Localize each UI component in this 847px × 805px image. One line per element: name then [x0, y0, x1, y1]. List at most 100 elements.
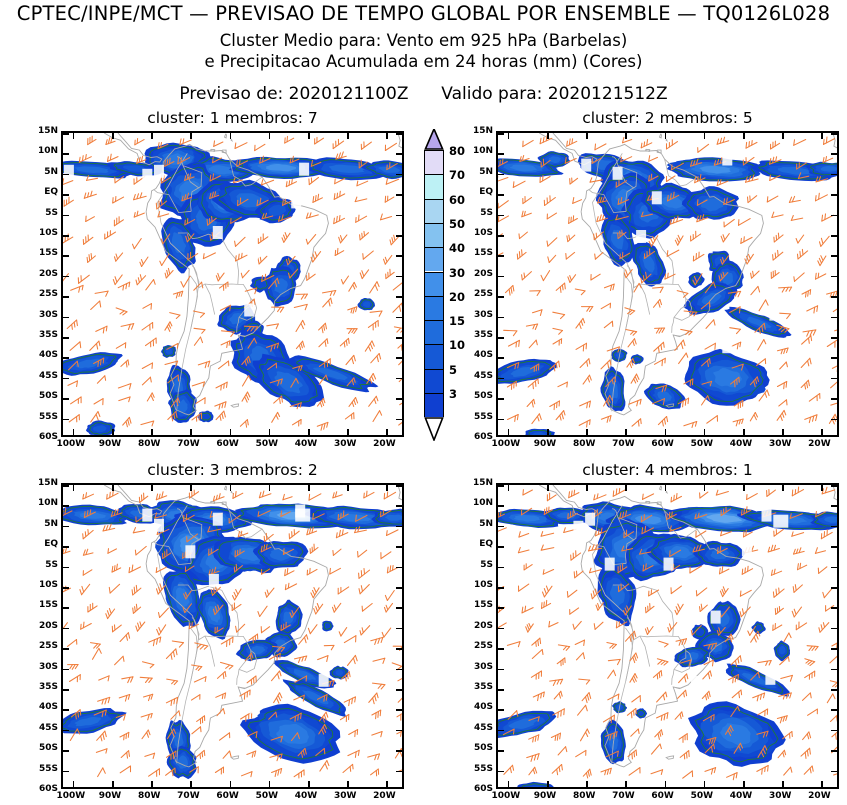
x-axis-label: 60W — [216, 791, 238, 801]
plot-area: 55555555 — [498, 133, 837, 435]
plot-area: 55520555555 — [63, 485, 402, 787]
y-tick — [63, 398, 69, 400]
x-tick — [190, 429, 192, 435]
forecast-map-panel-cluster-1[interactable]: 55555555 — [61, 131, 404, 437]
x-tick — [347, 429, 349, 435]
y-tick — [498, 378, 504, 380]
y-tick — [498, 771, 504, 773]
x-axis-label: 50W — [691, 791, 713, 801]
y-tick — [396, 337, 402, 339]
y-tick — [396, 546, 402, 548]
y-axis-label: 5N — [479, 167, 493, 177]
forecast-valid-time: Valido para: 2020121512Z — [441, 84, 667, 104]
x-axis-label: 20W — [373, 439, 395, 449]
x-axis-label: 90W — [534, 439, 556, 449]
colorbar-tick-label: 40 — [449, 241, 465, 255]
svg-text:5: 5 — [297, 485, 304, 488]
svg-text:5: 5 — [211, 485, 218, 488]
colorbar-tick-label: 5 — [449, 363, 457, 377]
y-tick — [63, 587, 69, 589]
y-tick — [63, 526, 69, 528]
y-tick — [63, 174, 69, 176]
y-tick — [396, 730, 402, 732]
forecast-map-panel-cluster-2[interactable]: 55555555 — [496, 131, 839, 437]
panel-title-cluster-3: cluster: 3 membros: 2 — [61, 461, 404, 479]
x-tick — [625, 133, 627, 139]
y-tick — [831, 215, 837, 217]
y-tick — [63, 567, 69, 569]
y-tick — [498, 276, 504, 278]
x-axis-label: 100W — [491, 439, 520, 449]
y-tick — [498, 587, 504, 589]
x-axis-label: 100W — [56, 439, 85, 449]
y-tick — [396, 276, 402, 278]
y-axis-label: EQ — [44, 539, 58, 549]
x-tick — [386, 485, 388, 491]
x-tick — [704, 485, 706, 491]
y-axis-label: 25S — [474, 641, 493, 651]
y-tick — [831, 337, 837, 339]
y-tick — [63, 628, 69, 630]
x-tick — [151, 781, 153, 787]
y-axis-label: 5N — [44, 167, 58, 177]
forecast-map-panel-cluster-4[interactable]: 55205555555 — [496, 483, 839, 789]
svg-text:5: 5 — [704, 133, 711, 136]
x-tick — [230, 133, 232, 139]
x-tick — [625, 485, 627, 491]
y-axis-label: 35S — [39, 330, 58, 340]
x-tick — [112, 781, 114, 787]
colorbar-tick-label: 50 — [449, 217, 465, 231]
x-tick — [73, 781, 75, 787]
panel-title-cluster-1: cluster: 1 membros: 7 — [61, 109, 404, 127]
y-axis-label: 15N — [38, 126, 58, 136]
y-tick — [498, 235, 504, 237]
x-tick — [586, 133, 588, 139]
x-axis-label: 70W — [612, 439, 634, 449]
y-tick — [498, 750, 504, 752]
y-axis-label: 5S — [45, 208, 58, 218]
y-tick — [396, 153, 402, 155]
x-tick — [151, 429, 153, 435]
svg-text:5: 5 — [665, 485, 672, 488]
subtitle-line-2: e Precipitacao Acumulada em 24 horas (mm… — [0, 52, 847, 71]
svg-text:5: 5 — [638, 133, 645, 136]
y-axis-label: 10N — [38, 498, 58, 508]
x-tick — [386, 781, 388, 787]
y-axis-label: 15N — [473, 126, 493, 136]
y-axis-label: 10S — [39, 228, 58, 238]
x-tick — [665, 485, 667, 491]
y-tick — [63, 607, 69, 609]
y-axis-label: 35S — [474, 682, 493, 692]
y-tick — [63, 255, 69, 257]
y-tick — [831, 567, 837, 569]
y-tick — [396, 505, 402, 507]
x-tick — [308, 429, 310, 435]
y-axis-label: 45S — [39, 371, 58, 381]
x-tick — [665, 429, 667, 435]
y-axis-label: 10N — [38, 146, 58, 156]
x-axis-label: 50W — [256, 791, 278, 801]
forecast-map-panel-cluster-3[interactable]: 55520555555 — [61, 483, 404, 789]
y-tick — [831, 398, 837, 400]
panel-title-cluster-4: cluster: 4 membros: 1 — [496, 461, 839, 479]
y-tick — [831, 133, 837, 135]
y-tick — [396, 317, 402, 319]
x-tick — [743, 781, 745, 787]
svg-text:5: 5 — [214, 133, 221, 136]
x-tick — [821, 781, 823, 787]
forecast-time-line: Previsao de: 2020121100Z Valido para: 20… — [0, 84, 847, 104]
page-title: CPTEC/INPE/MCT — PREVISAO DE TEMPO GLOBA… — [0, 2, 847, 25]
x-tick — [743, 429, 745, 435]
y-axis-label: 55S — [474, 764, 493, 774]
colorbar-tick-label: 80 — [449, 144, 465, 158]
y-axis-label: 5S — [480, 208, 493, 218]
svg-text:5: 5 — [301, 133, 308, 136]
y-axis-label: 20S — [474, 621, 493, 631]
x-tick — [508, 485, 510, 491]
y-tick — [498, 505, 504, 507]
svg-text:5: 5 — [156, 485, 163, 488]
svg-text:5: 5 — [320, 485, 327, 488]
x-axis-label: 50W — [691, 439, 713, 449]
colorbar-tick-label: 30 — [449, 266, 465, 280]
